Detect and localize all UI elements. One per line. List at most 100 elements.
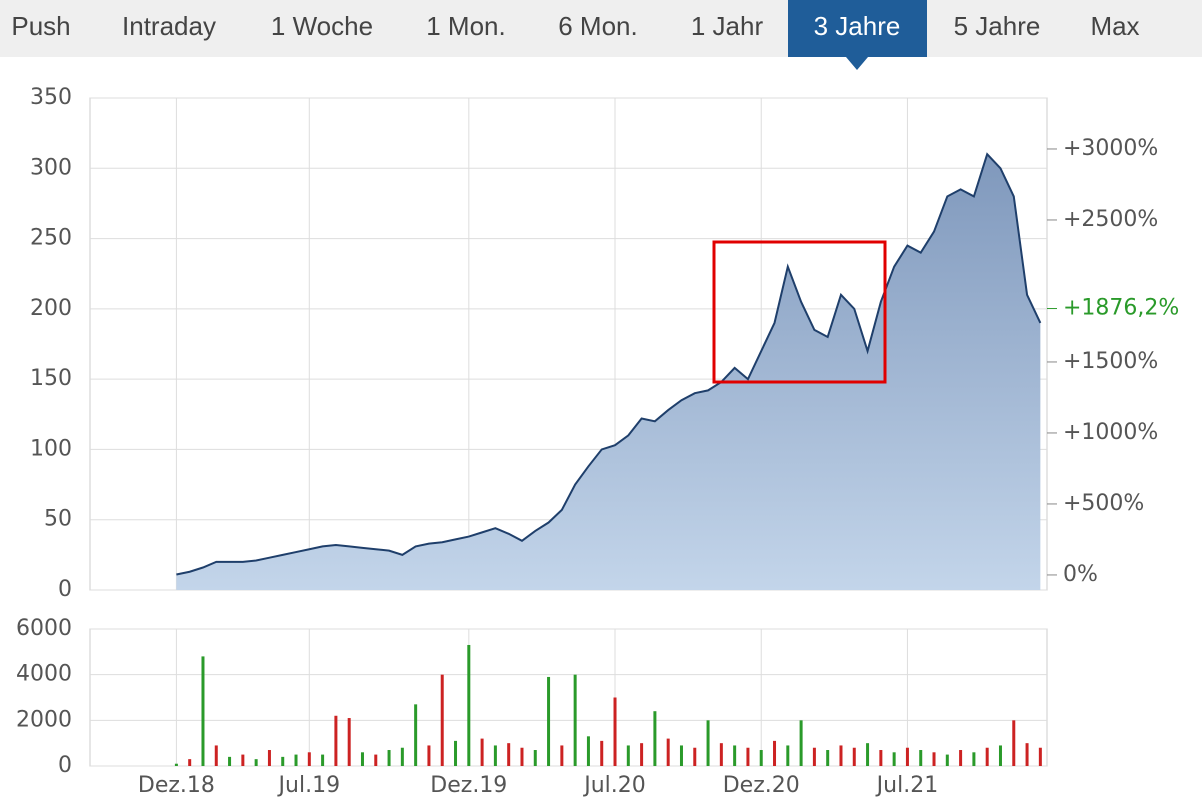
tab[interactable]: 1 Jahr (691, 11, 764, 41)
volume-bar (959, 750, 963, 766)
volume-bar (493, 745, 497, 766)
x-tick-label: Jul.20 (582, 773, 646, 798)
volume-bar (826, 750, 830, 766)
volume-bar (586, 736, 590, 766)
volume-bar (799, 720, 803, 766)
y-tick-label: 2000 (16, 707, 72, 732)
x-tick-label: Dez.19 (430, 773, 507, 798)
y2-tick-label: +2500% (1063, 207, 1158, 232)
volume-bar (427, 745, 431, 766)
volume-bar (679, 745, 683, 766)
active-tab-pointer (846, 57, 868, 70)
volume-bar (281, 756, 285, 766)
volume-bar (467, 644, 471, 766)
volume-bar (773, 740, 777, 766)
x-tick-label: Jul.21 (875, 773, 939, 798)
volume-bar (480, 738, 484, 766)
volume-bar (1038, 747, 1042, 766)
price-line (176, 152, 1042, 576)
volume-bar (666, 738, 670, 766)
volume-bar (267, 750, 271, 766)
y-tick-label: 50 (44, 507, 72, 532)
volume-bar (520, 747, 524, 766)
volume-bar (533, 750, 537, 766)
volume-bar (174, 763, 178, 766)
y-tick-label: 0 (58, 577, 72, 602)
tab[interactable]: 1 Mon. (426, 11, 506, 41)
volume-bar (307, 752, 311, 766)
volume-bar (613, 697, 617, 766)
volume-bar (547, 676, 551, 766)
volume-bar (905, 747, 909, 766)
y-tick-label: 150 (30, 366, 72, 391)
volume-bar (706, 720, 710, 766)
volume-bar (759, 750, 763, 766)
y-tick-label: 0 (58, 753, 72, 778)
volume-bar (1025, 743, 1029, 766)
volume-bar (985, 747, 989, 766)
volume-bar (334, 715, 338, 766)
volume-bar (693, 747, 697, 766)
tab[interactable]: 3 Jahre (814, 11, 901, 41)
y-tick-label: 300 (30, 155, 72, 180)
y2-tick-label: +3000% (1063, 136, 1158, 161)
tab[interactable]: Push (11, 11, 70, 41)
volume-bar (852, 747, 856, 766)
x-tick-label: Jul.19 (277, 773, 341, 798)
x-tick-label: Dez.20 (723, 773, 800, 798)
y2-tick-label: +1500% (1063, 349, 1158, 374)
volume-bar (746, 747, 750, 766)
volume-bar (214, 745, 218, 766)
volume-bar (374, 754, 378, 766)
volume-bar (321, 754, 325, 766)
volume-bar (573, 674, 577, 766)
volume-bar (454, 740, 458, 766)
volume-bar (866, 743, 870, 766)
volume-bar (600, 740, 604, 766)
volume-bar (733, 745, 737, 766)
x-tick-label: Dez.18 (138, 773, 215, 798)
y2-tick-label: +500% (1063, 491, 1144, 516)
y-tick-label: 350 (30, 85, 72, 110)
tab[interactable]: 1 Woche (271, 11, 373, 41)
volume-bar (347, 718, 351, 766)
y2-tick-label: +1000% (1063, 420, 1158, 445)
volume-bar (640, 743, 644, 766)
volume-bar (414, 704, 418, 766)
y-tick-label: 200 (30, 296, 72, 321)
tab-bar (0, 0, 1202, 57)
volume-bar (254, 759, 258, 766)
volume-area (89, 628, 1048, 767)
tab[interactable]: 6 Mon. (558, 11, 638, 41)
price-area (176, 154, 1041, 590)
volume-bar (1012, 720, 1016, 766)
volume-bar (228, 756, 232, 766)
volume-bar (972, 752, 976, 766)
volume-bar (188, 759, 192, 766)
volume-bar (879, 750, 883, 766)
volume-bar (241, 754, 245, 766)
volume-bar (719, 743, 723, 766)
y-tick-label: 250 (30, 226, 72, 251)
tab[interactable]: 5 Jahre (954, 11, 1041, 41)
volume-bar (932, 752, 936, 766)
volume-bar (892, 752, 896, 766)
volume-bar (653, 711, 657, 766)
volume-bar (560, 745, 564, 766)
volume-bar (998, 745, 1002, 766)
volume-bar (786, 745, 790, 766)
volume-bar (201, 656, 205, 766)
y-tick-label: 100 (30, 436, 72, 461)
volume-bar (294, 754, 298, 766)
highlight-box (712, 240, 887, 384)
volume-bar (626, 745, 630, 766)
volume-bar (440, 674, 444, 766)
volume-bar (507, 743, 511, 766)
y-tick-label: 4000 (16, 662, 72, 687)
volume-bar (360, 752, 364, 766)
volume-bar (839, 745, 843, 766)
tab[interactable]: Max (1090, 11, 1139, 41)
current-label: +1876,2% (1063, 296, 1179, 321)
tab[interactable]: Intraday (122, 11, 216, 41)
